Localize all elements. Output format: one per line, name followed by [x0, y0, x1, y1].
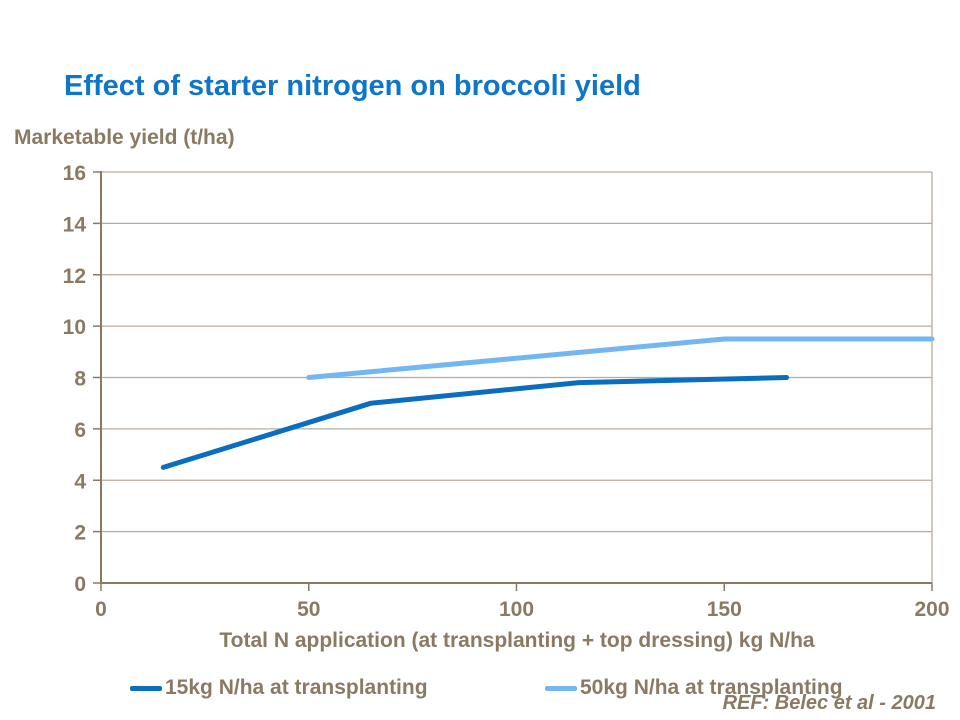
y-tick-label: 12	[63, 265, 86, 288]
legend-label-15kg: 15kg N/ha at transplanting	[165, 676, 428, 699]
y-tick-label: 0	[74, 573, 86, 596]
series-line-1	[306, 336, 935, 380]
y-tick-label: 2	[74, 522, 86, 545]
series-line-0	[160, 375, 790, 470]
x-tick-label: 50	[297, 598, 320, 621]
reference-note: REF: Belec et al - 2001	[722, 692, 936, 714]
y-tick-label: 6	[74, 419, 86, 442]
legend-swatch-15kg	[130, 685, 162, 691]
y-tick-label: 8	[74, 368, 86, 391]
x-tick-label: 100	[499, 598, 534, 621]
x-tick-label: 0	[95, 598, 107, 621]
chart-legend: 15kg N/ha at transplanting 50kg N/ha at …	[0, 674, 960, 702]
y-tick-label: 4	[74, 470, 86, 493]
x-tick-label: 200	[914, 598, 949, 621]
x-axis-title: Total N application (at transplanting + …	[219, 629, 815, 652]
y-tick-label: 10	[63, 316, 86, 339]
y-tick-label: 16	[63, 162, 86, 185]
y-axis-title: Marketable yield (t/ha)	[14, 126, 235, 149]
legend-item-50kg: 50kg N/ha at transplanting	[545, 674, 843, 702]
legend-label-50kg: 50kg N/ha at transplanting	[580, 676, 843, 699]
chart-title: Effect of starter nitrogen on broccoli y…	[64, 70, 641, 102]
y-tick-label: 14	[63, 213, 87, 236]
legend-swatch-50kg	[545, 685, 577, 691]
x-tick-label: 150	[707, 598, 742, 621]
legend-item-15kg: 15kg N/ha at transplanting	[130, 674, 428, 702]
